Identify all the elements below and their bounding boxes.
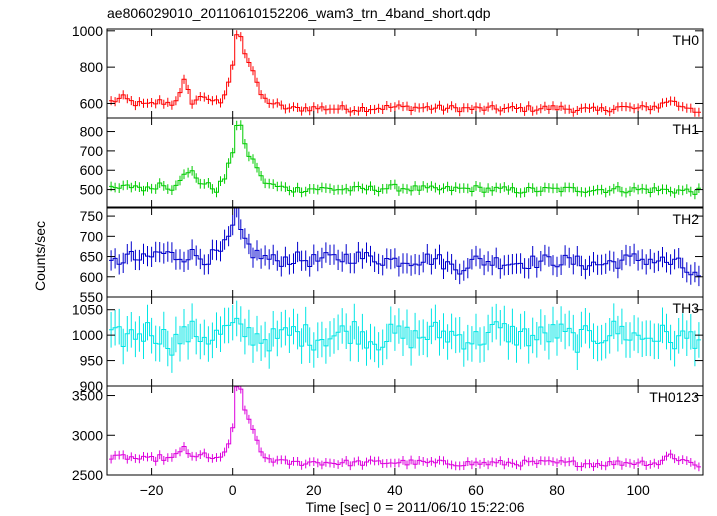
y-tick-label: 3000 [72, 427, 103, 443]
x-tick-label: −20 [140, 482, 164, 498]
y-tick-label: 800 [80, 59, 104, 75]
panel-th1: 500 600 700 800 TH1 [80, 117, 704, 208]
error-bars [110, 386, 700, 472]
x-tick-label: 0 [229, 482, 237, 498]
y-tick-label: 1000 [72, 23, 103, 39]
error-bars [110, 30, 700, 117]
chart-title: ae806029010_20110610152206_wam3_trn_4ban… [107, 5, 491, 21]
y-axis-label: Counts/sec [32, 221, 48, 291]
panel-label: TH0123 [649, 389, 699, 405]
y-tick-label: 800 [80, 124, 104, 140]
step-line [109, 208, 701, 277]
y-tick-label: 650 [80, 249, 104, 265]
panel-frame [106, 28, 704, 119]
chart-panels: 600 800 1000 TH0 500 600 700 800 TH1 550 600 650 700… [72, 23, 704, 483]
series-th2 [109, 208, 701, 287]
y-tick-label: 1050 [72, 302, 103, 318]
y-tick-label: 550 [80, 289, 104, 305]
panel-frame [106, 117, 704, 208]
x-tick-label: 100 [626, 482, 650, 498]
y-tick-label: 700 [80, 228, 104, 244]
y-tick-label: 600 [80, 269, 104, 285]
panel-th3: 900 950 1000 1050 TH3 [72, 296, 704, 394]
series-th0 [109, 30, 701, 117]
y-tick-label: 500 [80, 182, 104, 198]
step-line [109, 317, 701, 356]
series-th1 [109, 120, 701, 200]
panel-label: TH2 [673, 211, 700, 227]
panel-label: TH3 [673, 300, 700, 316]
y-tick-label: 2500 [72, 467, 103, 483]
series-th3 [109, 300, 701, 373]
y-tick-label: 700 [80, 143, 104, 159]
x-axis: −20 0 20 40 60 80 100 [140, 482, 650, 498]
x-axis-label: Time [sec] 0 = 2011/06/10 15:22:06 [305, 499, 524, 515]
error-bars [110, 208, 700, 287]
y-tick-label: 600 [80, 95, 104, 111]
y-tick-label: 750 [80, 208, 104, 224]
series-th0123 [109, 386, 701, 472]
y-tick-label: 1000 [72, 327, 103, 343]
step-line [109, 34, 701, 113]
panel-label: TH1 [673, 121, 700, 137]
error-bars [110, 120, 700, 200]
panel-th0: 600 800 1000 TH0 [72, 23, 704, 119]
panel-th2: 550 600 650 700 750 TH2 [80, 207, 704, 305]
x-tick-label: 20 [306, 482, 322, 498]
y-tick-label: 3500 [72, 388, 103, 404]
step-line [109, 386, 701, 468]
y-tick-label: 950 [80, 353, 104, 369]
panel-frame [106, 385, 704, 476]
panel-label: TH0 [673, 32, 700, 48]
panel-th0123: 2500 3000 3500 TH0123 [72, 385, 704, 483]
y-tick-label: 900 [80, 378, 104, 394]
x-tick-label: 60 [468, 482, 484, 498]
y-tick-label: 600 [80, 162, 104, 178]
x-tick-label: 80 [549, 482, 565, 498]
x-tick-label: 40 [387, 482, 403, 498]
step-line [109, 124, 701, 195]
